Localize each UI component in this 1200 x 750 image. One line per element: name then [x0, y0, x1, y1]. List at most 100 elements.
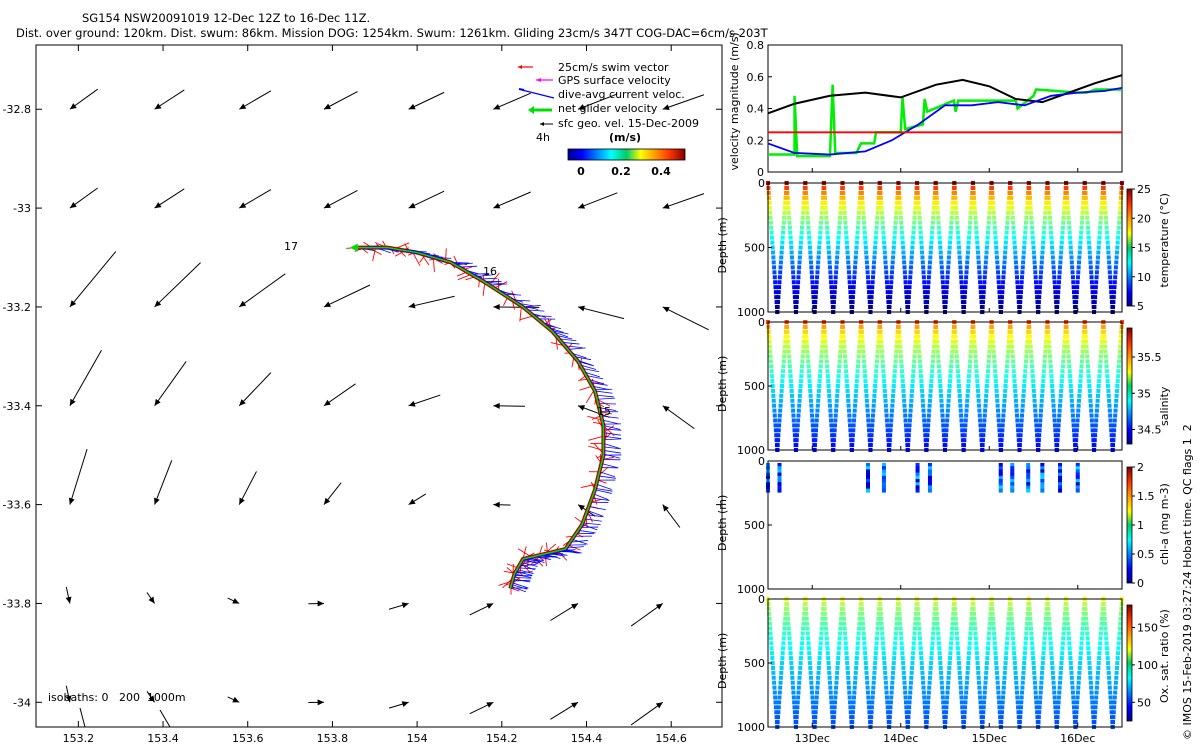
profile-point: [999, 710, 1004, 715]
profile-point: [987, 349, 992, 354]
profile-point: [850, 710, 855, 715]
profile-point: [1008, 190, 1013, 195]
profile-point: [863, 384, 868, 388]
dac-vector: [586, 375, 604, 380]
profile-point: [1032, 680, 1037, 685]
profile-point: [1087, 245, 1092, 250]
profile-point: [974, 230, 979, 235]
chl-profile-point: [998, 479, 1003, 483]
colorbar-tick-label: 35.5: [1137, 351, 1162, 364]
profile-point: [983, 270, 988, 275]
profile-point: [846, 680, 851, 685]
geo-velocity-arrow: [493, 402, 525, 409]
profile-point: [1000, 285, 1005, 290]
profile-point: [958, 408, 963, 413]
profile-point: [1047, 344, 1052, 349]
dac-vector: [603, 442, 620, 449]
dac-vector: [596, 483, 612, 490]
geo-velocity-arrow: [408, 91, 445, 110]
profile-point: [795, 428, 800, 433]
profile-point: [850, 433, 855, 438]
profile-point: [812, 720, 817, 725]
profile-point: [1098, 636, 1103, 641]
profile-point: [815, 413, 820, 418]
profile-point: [1012, 656, 1017, 661]
profile-point: [807, 245, 812, 250]
geo-velocity-arrow: [577, 405, 610, 418]
profile-point: [1046, 606, 1051, 611]
profile-point: [768, 631, 773, 636]
profile-point: [887, 720, 892, 725]
profile-point: [1075, 423, 1080, 428]
profile-point: [858, 611, 863, 616]
profile-point: [904, 295, 909, 300]
profile-point: [875, 344, 880, 349]
profile-point: [1007, 334, 1012, 339]
dac-vector: [585, 514, 604, 518]
profile-point: [825, 230, 830, 235]
profile-point: [959, 690, 964, 695]
profile-point: [790, 255, 795, 260]
geo-velocity-arrow: [630, 701, 664, 726]
geo-velocity-arrow: [323, 383, 356, 407]
profile-point: [965, 665, 970, 670]
profile-point: [1028, 616, 1033, 621]
profile-point: [964, 413, 969, 418]
velocity-series-dive-avg-current: [767, 86, 1123, 156]
profile-point: [767, 344, 772, 349]
profile-point: [869, 715, 874, 720]
profile-point: [935, 621, 940, 626]
profile-point: [935, 349, 940, 354]
profile-point: [959, 413, 964, 418]
profile-point: [801, 200, 806, 205]
profile-point: [1028, 349, 1033, 354]
profile-point: [988, 334, 993, 339]
profile-point: [967, 364, 972, 369]
profile-point: [917, 220, 922, 225]
profile-point: [861, 349, 866, 354]
profile-point: [1078, 245, 1083, 250]
profile-point: [1099, 210, 1104, 215]
profile-point: [1073, 720, 1078, 725]
geo-velocity-arrow: [662, 94, 705, 110]
profile-point: [819, 354, 824, 359]
dac-vector: [382, 247, 399, 253]
profile-point: [1103, 631, 1108, 636]
chl-profile-point: [927, 466, 932, 471]
profile-point: [1037, 290, 1042, 295]
profile-point: [858, 195, 863, 200]
dac-vector: [587, 510, 603, 517]
profile-point: [771, 388, 776, 393]
profile-point: [932, 611, 937, 616]
chl-profile-point: [1058, 485, 1063, 490]
isobath-line: [159, 709, 171, 727]
profile-point: [1022, 656, 1027, 661]
profile-point: [887, 438, 892, 443]
profile-point: [948, 369, 953, 374]
profile-point: [862, 359, 867, 364]
profile-point: [909, 260, 914, 265]
colorbar-tick-label: 15: [1137, 242, 1151, 255]
profile-point: [845, 388, 850, 393]
profile-point: [789, 665, 794, 670]
profile-point: [976, 255, 981, 260]
profile-point: [1067, 369, 1072, 374]
figure-title: SG154 NSW20091019 12-Dec 12Z to 16-Dec 1…: [82, 11, 370, 25]
profile-point: [838, 215, 843, 220]
profile-point: [927, 260, 932, 265]
profile-point: [972, 195, 977, 200]
profile-point: [800, 354, 805, 359]
geo-velocity-arrow: [662, 306, 709, 331]
profile-point: [1064, 601, 1069, 606]
profile-point: [835, 384, 840, 388]
profile-point: [921, 408, 926, 413]
profile-point: [801, 339, 806, 344]
profile-point: [1048, 364, 1053, 369]
profile-point: [811, 295, 816, 300]
profile-point: [1036, 720, 1041, 725]
profile-point: [935, 210, 940, 215]
profile-point: [980, 715, 985, 720]
profile-point: [851, 423, 856, 428]
profile-point: [805, 215, 810, 220]
profile-point: [1039, 685, 1044, 690]
